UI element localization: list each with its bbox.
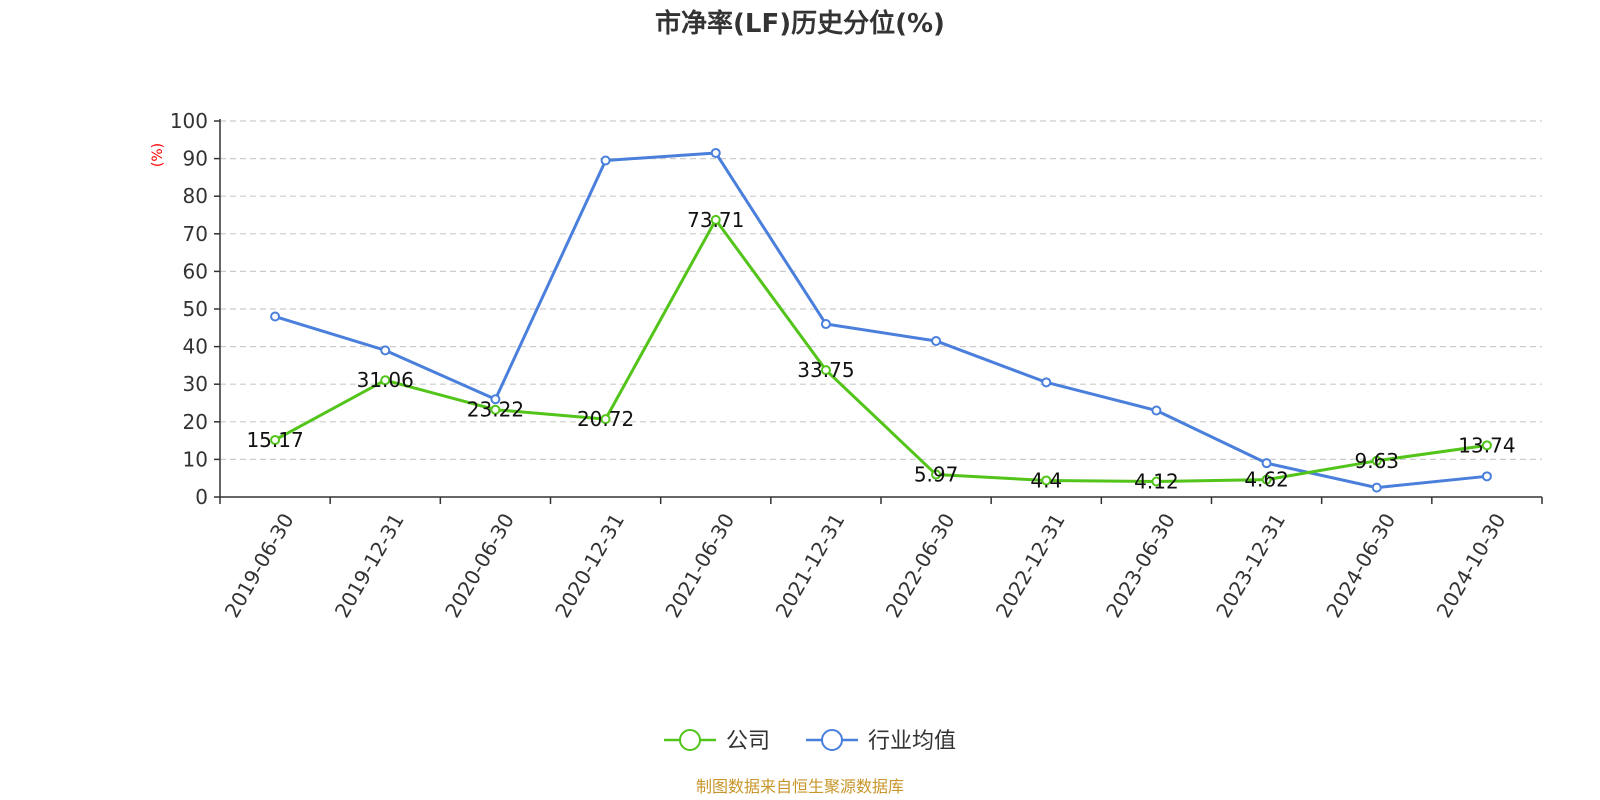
data-label: 9.63 [1354,449,1399,473]
y-tick-label: 40 [183,335,208,359]
data-label: 13.74 [1458,433,1515,457]
legend-marker [821,729,843,751]
source-note: 制图数据来自恒生聚源数据库 [696,777,904,796]
x-tick-label: 2019-12-31 [330,509,409,622]
data-point[interactable] [1481,471,1492,482]
y-tick-label: 20 [183,410,208,434]
data-label: 33.75 [797,358,854,382]
data-point[interactable] [1371,455,1382,466]
x-tick-label: 2023-06-30 [1101,509,1180,622]
data-label: 23.22 [467,398,524,422]
y-tick-label: 60 [183,259,208,283]
data-point[interactable] [710,147,721,158]
data-point[interactable] [820,319,831,330]
axes [219,119,1542,498]
data-label: 31.06 [357,368,414,392]
y-tick-label: 80 [183,184,208,208]
x-tick-label: 2019-06-30 [220,509,299,622]
data-point[interactable] [710,214,721,225]
y-tick-label: 50 [183,297,208,321]
legend-item-1[interactable]: 行业均值 [806,729,956,754]
y-tick-labels: 0 10 20 30 40 50 60 70 80 90 100 [170,109,220,509]
y-tick-label: 90 [183,147,208,171]
data-label: 4.4 [1030,468,1062,492]
x-tick-label: 2024-10-30 [1432,509,1511,622]
y-tick-label: 100 [170,109,208,133]
y-tick-label: 0 [195,485,208,509]
data-label: 15.17 [246,428,303,452]
data-point[interactable] [1151,476,1162,487]
x-tick-label: 2022-12-31 [991,509,1070,622]
x-tick-label: 2021-06-30 [660,509,739,622]
gridlines [220,120,1542,460]
legend-label: 公司 [726,729,770,754]
data-point[interactable] [270,311,281,322]
x-tick-labels: 2019-06-30 2019-12-31 2020-06-30 2020-12-31… [219,497,1543,622]
legend[interactable]: 公司 行业均值 [664,729,956,754]
data-point[interactable] [820,365,831,376]
data-point[interactable] [1041,475,1052,486]
data-point[interactable] [490,394,501,405]
data-label: 4.62 [1244,468,1289,492]
y-tick-label: 30 [183,372,208,396]
data-point[interactable] [600,155,611,166]
series-line-1 [274,151,1488,490]
data-point[interactable] [490,404,501,415]
data-label: 20.72 [577,407,634,431]
x-tick-label: 2024-06-30 [1321,509,1400,622]
data-point[interactable] [1371,482,1382,493]
y-tick-label: 70 [183,222,208,246]
legend-marker [679,729,701,751]
x-tick-label: 2022-06-30 [881,509,960,622]
data-point[interactable] [600,414,611,425]
x-tick-label: 2020-12-31 [550,509,629,622]
legend-item-0[interactable]: 公司 [664,729,770,754]
data-label: 4.12 [1134,470,1179,494]
data-point[interactable] [1481,440,1492,451]
y-tick-label: 10 [183,447,208,471]
data-point[interactable] [931,335,942,346]
series-line-0 [274,218,1488,484]
y-axis-label: (%) [150,143,166,167]
series-lines [270,147,1492,493]
data-label: 5.97 [914,463,959,487]
data-point[interactable] [1261,458,1272,469]
chart-title: 市净率(LF)历史分位(%) [655,8,945,39]
x-tick-label: 2023-12-31 [1211,509,1290,622]
data-labels: 15.17 31.06 23.22 20.72 73.71 33.75 5.97 4.4 4.1… [246,208,1515,494]
data-point[interactable] [380,375,391,386]
data-point[interactable] [1151,405,1162,416]
data-label: 73.71 [687,208,744,232]
legend-label: 行业均值 [868,729,956,754]
data-point[interactable] [1261,474,1272,485]
data-point[interactable] [270,434,281,445]
x-tick-label: 2021-12-31 [771,509,850,622]
data-point[interactable] [931,469,942,480]
data-point[interactable] [1041,377,1052,388]
x-tick-label: 2020-06-30 [440,509,519,622]
data-point[interactable] [380,345,391,356]
